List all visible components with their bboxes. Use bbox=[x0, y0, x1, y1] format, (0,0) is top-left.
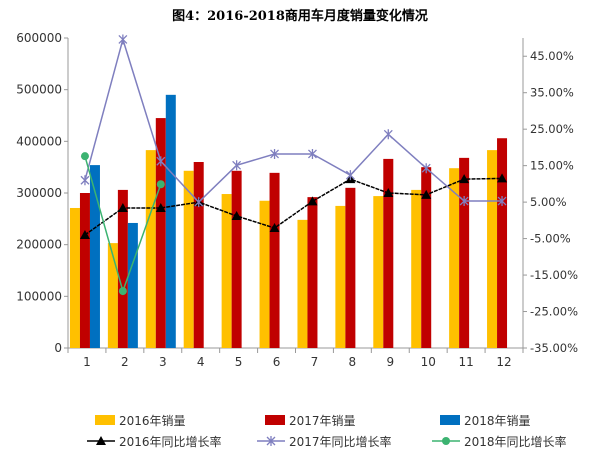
y-tick-label: 500000 bbox=[16, 83, 62, 97]
bar-2-9 bbox=[383, 158, 394, 348]
x-tick-label: 8 bbox=[349, 355, 357, 369]
point-1-3 bbox=[155, 202, 166, 212]
legend-label: 2018年销量 bbox=[464, 414, 531, 428]
point-2-11 bbox=[459, 196, 469, 207]
bar-2-4 bbox=[193, 162, 204, 348]
bar-1-5 bbox=[221, 194, 232, 348]
x-tick-label: 2 bbox=[121, 355, 129, 369]
x-tick-label: 11 bbox=[458, 355, 473, 369]
point-2-5 bbox=[232, 160, 242, 171]
x-tick-label: 6 bbox=[273, 355, 281, 369]
x-tick-label: 4 bbox=[197, 355, 205, 369]
point-2-8 bbox=[345, 170, 355, 181]
x-tick-label: 3 bbox=[159, 355, 167, 369]
y-tick-label: 0 bbox=[54, 341, 62, 355]
y2-tick-label: 25.00% bbox=[530, 122, 574, 136]
legend-swatch-1 bbox=[95, 415, 115, 425]
point-2-10 bbox=[421, 163, 431, 174]
x-tick-label: 12 bbox=[496, 355, 511, 369]
bar-2-6 bbox=[269, 172, 280, 348]
legend-marker-1 bbox=[96, 436, 106, 445]
bar-1-1 bbox=[69, 207, 80, 348]
bar-2-12 bbox=[497, 138, 508, 348]
point-1-9 bbox=[383, 188, 394, 197]
bar-3-3 bbox=[165, 94, 176, 348]
point-3-3 bbox=[156, 180, 165, 189]
legend-label: 2017年销量 bbox=[289, 414, 356, 428]
legend-swatch-2 bbox=[265, 415, 285, 425]
point-1-1 bbox=[79, 229, 90, 239]
bar-1-2 bbox=[107, 243, 118, 348]
bar-1-11 bbox=[449, 168, 460, 348]
point-2-3 bbox=[156, 156, 166, 167]
legend-swatch-3 bbox=[440, 415, 460, 425]
point-2-9 bbox=[383, 129, 393, 140]
y-tick-label: 300000 bbox=[16, 186, 62, 200]
y2-tick-label: 5.00% bbox=[530, 195, 567, 209]
chart-title: 图4：2016-2018商用车月度销量变化情况 bbox=[172, 8, 428, 24]
bar-3-1 bbox=[89, 165, 100, 348]
legend-marker-3 bbox=[442, 437, 450, 445]
y-tick-label: 100000 bbox=[16, 289, 62, 303]
y-tick-label: 200000 bbox=[16, 238, 62, 252]
line-1 bbox=[84, 177, 503, 236]
bar-2-5 bbox=[231, 170, 242, 348]
bar-1-8 bbox=[335, 205, 346, 348]
y-tick-label: 400000 bbox=[16, 134, 62, 148]
y2-tick-label: -35.00% bbox=[530, 341, 578, 355]
bar-2-3 bbox=[155, 118, 166, 348]
point-1-5 bbox=[231, 210, 242, 220]
point-1-10 bbox=[421, 189, 432, 199]
x-tick-label: 10 bbox=[421, 355, 436, 369]
bar-1-7 bbox=[297, 219, 308, 348]
bar-2-1 bbox=[79, 193, 90, 348]
bar-1-3 bbox=[145, 150, 156, 348]
point-2-6 bbox=[270, 148, 280, 159]
point-1-11 bbox=[459, 174, 470, 184]
x-tick-label: 9 bbox=[386, 355, 394, 369]
legend-marker-2 bbox=[266, 436, 276, 446]
point-1-6 bbox=[269, 223, 280, 233]
point-3-2 bbox=[118, 287, 127, 296]
x-tick-label: 7 bbox=[311, 355, 319, 369]
point-2-1 bbox=[80, 175, 90, 186]
y2-tick-label: -5.00% bbox=[530, 232, 571, 246]
bar-2-8 bbox=[345, 187, 356, 348]
line-2 bbox=[84, 36, 503, 204]
point-2-7 bbox=[307, 148, 317, 159]
bar-3-2 bbox=[127, 222, 138, 348]
bar-1-12 bbox=[487, 150, 498, 348]
bar-2-11 bbox=[459, 157, 470, 348]
legend-label: 2016年同比增长率 bbox=[119, 434, 222, 449]
point-2-2 bbox=[118, 34, 128, 45]
bar-1-9 bbox=[373, 196, 384, 348]
y2-tick-label: 35.00% bbox=[530, 86, 574, 100]
y2-tick-label: -25.00% bbox=[530, 305, 578, 319]
point-2-4 bbox=[194, 197, 204, 208]
legend-label: 2016年销量 bbox=[119, 414, 186, 428]
point-3-1 bbox=[80, 152, 89, 161]
x-tick-label: 5 bbox=[235, 355, 243, 369]
x-tick-label: 1 bbox=[83, 355, 91, 369]
bar-2-10 bbox=[421, 167, 432, 348]
y2-tick-label: 45.00% bbox=[530, 49, 574, 63]
legend-label: 2017年同比增长率 bbox=[289, 434, 392, 449]
bar-1-6 bbox=[259, 200, 270, 348]
point-1-7 bbox=[307, 196, 318, 206]
point-2-12 bbox=[497, 196, 507, 207]
y-tick-label: 600000 bbox=[16, 31, 62, 45]
bar-2-2 bbox=[117, 189, 128, 348]
bar-1-10 bbox=[411, 189, 422, 348]
y2-tick-label: -15.00% bbox=[530, 268, 578, 282]
legend-label: 2018年同比增长率 bbox=[464, 434, 567, 449]
bar-2-7 bbox=[307, 197, 318, 348]
point-1-12 bbox=[497, 173, 508, 183]
y2-tick-label: 15.00% bbox=[530, 159, 574, 173]
point-1-2 bbox=[117, 202, 128, 212]
bar-1-4 bbox=[183, 170, 194, 348]
